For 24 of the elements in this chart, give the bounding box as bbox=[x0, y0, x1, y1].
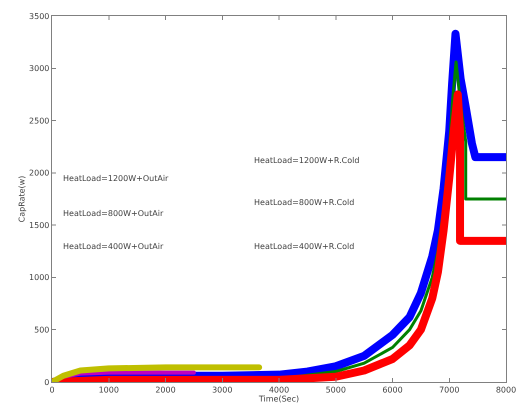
y-tick-label: 0 bbox=[44, 378, 50, 387]
y-tick-label: 1500 bbox=[29, 220, 50, 230]
x-axis-title: Time(Sec) bbox=[258, 394, 300, 404]
annotation: HeatLoad=1200W+R.Cold bbox=[254, 156, 360, 165]
x-tick-label: 3000 bbox=[212, 386, 232, 395]
annotation: HeatLoad=800W+R.Cold bbox=[254, 198, 354, 207]
x-tick-label: 5000 bbox=[326, 386, 346, 395]
annotation: HeatLoad=400W+OutAir bbox=[63, 242, 164, 251]
x-tick-label: 4000 bbox=[268, 386, 290, 395]
y-tick-label: 2500 bbox=[29, 116, 50, 126]
y-axis-title: CapRate(w) bbox=[18, 176, 27, 222]
x-tick-label: 7000 bbox=[439, 386, 460, 395]
y-tick-label: 500 bbox=[34, 326, 50, 335]
y-tick-label: 2000 bbox=[29, 168, 50, 178]
y-tick-label: 3000 bbox=[29, 64, 50, 74]
annotation: HeatLoad=400W+R.Cold bbox=[254, 242, 354, 251]
x-tick-label: 8000 bbox=[496, 386, 516, 395]
y-tick-label: 3500 bbox=[29, 12, 50, 21]
x-tick-label: 1000 bbox=[98, 386, 119, 395]
annotation: HeatLoad=1200W+OutAir bbox=[63, 174, 170, 183]
x-tick-label: 6000 bbox=[382, 386, 403, 395]
x-tick-label: 2000 bbox=[155, 386, 176, 395]
y-tick-label: 1000 bbox=[29, 273, 50, 282]
annotation: HeatLoad=800W+OutAir bbox=[63, 209, 164, 218]
